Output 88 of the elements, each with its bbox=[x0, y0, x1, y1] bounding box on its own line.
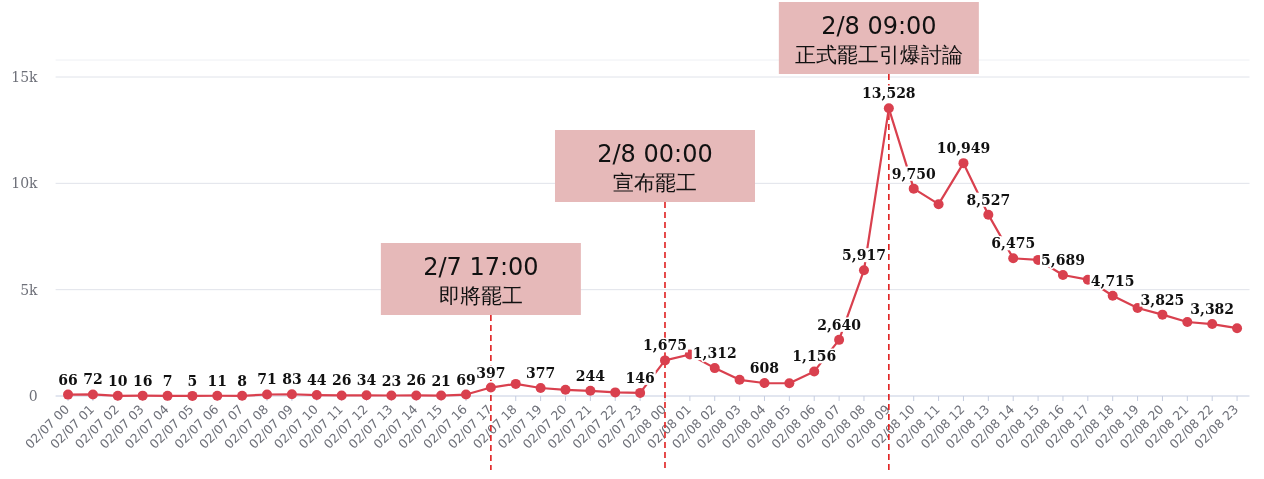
ref-line-label: 2/8 00:00 宣布罷工 bbox=[597, 140, 713, 195]
point bbox=[1182, 317, 1193, 327]
data-label: 1,312 bbox=[692, 345, 737, 362]
point bbox=[1157, 309, 1168, 320]
point bbox=[510, 378, 521, 389]
point bbox=[585, 385, 596, 396]
point bbox=[336, 390, 347, 401]
data-label: 9,750 bbox=[891, 165, 936, 182]
point bbox=[1207, 319, 1218, 330]
point bbox=[212, 390, 223, 401]
point bbox=[858, 265, 869, 276]
point bbox=[933, 199, 944, 210]
data-label: 72 bbox=[83, 371, 103, 388]
data-label: 23 bbox=[381, 372, 402, 389]
point bbox=[461, 389, 471, 400]
point bbox=[63, 389, 74, 400]
y-tick-label: 5k bbox=[20, 281, 39, 298]
data-label: 44 bbox=[307, 372, 327, 389]
point bbox=[137, 390, 148, 401]
data-label: 83 bbox=[282, 371, 302, 388]
data-label: 11 bbox=[207, 372, 228, 389]
point bbox=[237, 390, 248, 401]
point bbox=[1107, 290, 1118, 301]
point bbox=[1057, 270, 1068, 281]
y-tick-label: 15k bbox=[11, 69, 39, 86]
ref-line-label: 2/8 09:00 正式罷工引爆討論 bbox=[794, 12, 963, 67]
point bbox=[983, 209, 994, 220]
data-label: 244 bbox=[575, 367, 606, 384]
data-label: 8 bbox=[237, 372, 248, 389]
point bbox=[162, 390, 173, 401]
point bbox=[610, 387, 621, 398]
point bbox=[485, 382, 496, 393]
data-label: 5,689 bbox=[1041, 252, 1085, 269]
point bbox=[560, 384, 571, 395]
point bbox=[361, 390, 372, 401]
data-label: 7 bbox=[162, 372, 173, 389]
point bbox=[834, 334, 845, 345]
data-label: 34 bbox=[356, 372, 377, 389]
data-label: 4,715 bbox=[1090, 272, 1135, 289]
data-label: 1,675 bbox=[643, 337, 687, 354]
data-label: 146 bbox=[625, 369, 655, 386]
data-label: 2,640 bbox=[817, 316, 862, 333]
point bbox=[187, 390, 198, 401]
data-label: 5,917 bbox=[842, 247, 886, 264]
y-tick-label: 10k bbox=[11, 175, 39, 192]
point bbox=[411, 390, 422, 401]
ref-line-label: 2/7 17:00 即將罷工 bbox=[423, 253, 539, 308]
data-label: 8,527 bbox=[966, 191, 1011, 208]
point bbox=[809, 366, 820, 377]
data-label: 397 bbox=[476, 364, 506, 381]
data-label: 608 bbox=[749, 360, 780, 377]
point bbox=[635, 387, 646, 398]
data-label: 26 bbox=[331, 372, 352, 389]
data-label: 66 bbox=[58, 371, 78, 388]
data-label: 13,528 bbox=[862, 85, 916, 102]
data-label: 16 bbox=[132, 372, 153, 389]
data-label: 377 bbox=[526, 364, 556, 381]
data-label: 3,825 bbox=[1140, 291, 1185, 308]
data-label: 69 bbox=[456, 371, 476, 388]
data-label: 5 bbox=[187, 372, 198, 389]
point bbox=[436, 390, 447, 401]
point bbox=[311, 390, 322, 401]
y-tick-label: 0 bbox=[28, 388, 38, 404]
data-label: 6,475 bbox=[991, 235, 1036, 252]
point bbox=[286, 389, 297, 400]
point bbox=[709, 363, 720, 374]
point bbox=[1008, 253, 1019, 264]
point bbox=[659, 355, 670, 366]
data-label: 21 bbox=[431, 372, 451, 389]
point bbox=[908, 183, 919, 194]
data-label: 71 bbox=[257, 371, 277, 388]
point bbox=[87, 389, 98, 400]
data-label: 26 bbox=[406, 372, 426, 389]
data-label: 10 bbox=[108, 372, 128, 389]
point bbox=[958, 158, 969, 169]
data-label: 10,949 bbox=[936, 140, 991, 157]
point bbox=[759, 378, 770, 389]
point bbox=[112, 390, 123, 401]
point bbox=[883, 103, 894, 114]
point bbox=[386, 390, 397, 401]
data-label: 3,382 bbox=[1190, 301, 1235, 318]
point bbox=[1132, 302, 1143, 313]
point bbox=[535, 382, 546, 393]
point bbox=[262, 389, 273, 400]
data-label: 1,156 bbox=[792, 348, 837, 365]
point bbox=[1232, 323, 1243, 334]
point bbox=[734, 374, 745, 385]
point bbox=[784, 378, 795, 389]
